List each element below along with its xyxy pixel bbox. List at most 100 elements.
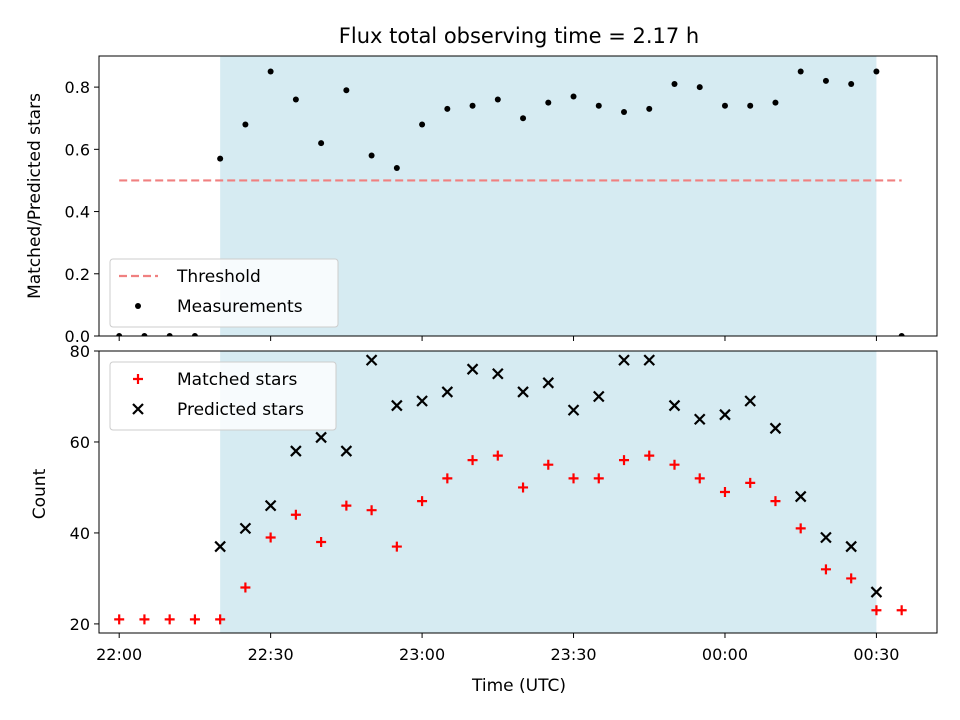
matched-star-point — [669, 459, 680, 470]
predicted-star-point — [794, 490, 807, 503]
y-tick-label: 40 — [70, 524, 90, 543]
legend-predicted-marker — [132, 403, 144, 415]
predicted-star-point — [239, 522, 252, 535]
measurement-point — [343, 87, 350, 94]
top-panel: 0.0 0.2 0.4 0.6 0.8 Threshold Measurements — [65, 55, 938, 346]
matched-star-point — [114, 614, 125, 625]
measurement-point — [141, 333, 148, 336]
measurement-point — [444, 105, 451, 112]
predicted-star-point — [567, 404, 580, 416]
predicted-star-point — [820, 531, 832, 544]
x-tick-label: 23:30 — [550, 645, 596, 664]
measurement-point — [292, 96, 299, 103]
matched-star-point — [568, 473, 579, 484]
matched-star-point — [770, 496, 781, 507]
measurement-point — [166, 333, 173, 336]
legend-box — [109, 361, 337, 431]
axes-frame — [98, 55, 938, 337]
predicted-star-point — [315, 431, 327, 444]
measurement-point — [545, 99, 552, 106]
predicted-star-point — [416, 395, 428, 407]
y-tick-label: 0.4 — [65, 203, 90, 222]
measurement-point — [822, 77, 829, 84]
matched-star-point — [215, 614, 226, 625]
legend-box — [109, 258, 339, 328]
predicted-star-point — [290, 445, 302, 457]
measurement-point — [696, 84, 703, 91]
measurement-point — [318, 140, 325, 147]
matched-star-point — [290, 509, 301, 520]
y-tick-label: 60 — [70, 433, 90, 452]
measurement-point — [242, 121, 249, 128]
matched-star-point — [644, 450, 655, 461]
predicted-star-point — [365, 354, 378, 366]
y-tick-label: 20 — [70, 615, 90, 634]
predicted-star-point — [492, 367, 504, 380]
legend: Threshold Measurements — [109, 258, 339, 328]
predicted-star-point — [517, 386, 529, 398]
measurement-point — [494, 96, 501, 103]
predicted-star-point — [769, 422, 782, 435]
predicted-star-point — [693, 413, 706, 426]
measurement-point — [419, 121, 426, 128]
predicted-star-point — [466, 363, 479, 375]
measurement-point — [797, 68, 804, 75]
legend-label: Predicted stars — [177, 400, 304, 420]
legend-label: Measurements — [177, 297, 303, 317]
matched-star-point — [820, 564, 831, 575]
matched-star-point — [391, 541, 402, 552]
predicted-star-point — [719, 408, 731, 421]
matched-star-point — [795, 523, 806, 534]
x-tick-label: 22:00 — [96, 645, 142, 664]
measurement-point — [671, 81, 678, 87]
predicted-star-point — [668, 399, 681, 412]
matched-star-point — [619, 455, 630, 466]
predicted-star-point — [391, 399, 403, 412]
x-tick-label: 23:00 — [399, 645, 445, 664]
measurement-point — [469, 102, 476, 109]
matched-star-point — [871, 605, 882, 616]
matched-star-point — [316, 537, 327, 548]
measurement-point — [646, 105, 653, 112]
matched-star-point — [417, 496, 428, 507]
measurement-point — [368, 152, 375, 159]
predicted-star-point — [870, 586, 883, 598]
matched-star-point — [593, 473, 604, 484]
chart-title: Flux total observing time = 2.17 h — [339, 24, 699, 48]
legend: Matched stars Predicted stars — [109, 361, 337, 431]
predicted-star-point — [845, 540, 857, 553]
bottom-y-axis-label: Count — [30, 468, 50, 519]
plot-area — [114, 354, 907, 625]
predicted-star-point — [744, 395, 756, 407]
predicted-star-point — [441, 386, 454, 398]
legend-measurement-marker — [135, 303, 141, 309]
matched-star-point — [341, 500, 352, 511]
plot-area — [116, 68, 905, 336]
measurement-point — [848, 81, 855, 87]
matched-star-point — [189, 614, 200, 625]
predicted-star-point — [542, 377, 555, 389]
predicted-star-point — [643, 354, 656, 366]
measurement-point — [772, 99, 779, 106]
measurement-point — [898, 333, 905, 336]
matched-star-point — [164, 614, 175, 625]
y-tick-label: 0.0 — [65, 327, 90, 346]
measurement-point — [116, 333, 123, 336]
matched-star-point — [492, 450, 503, 461]
matched-star-point — [467, 455, 478, 466]
predicted-star-point — [340, 445, 353, 457]
matched-star-point — [694, 473, 705, 484]
measurement-point — [721, 102, 728, 109]
x-tick-label: 00:30 — [853, 645, 899, 664]
measurement-point — [570, 93, 577, 100]
matched-star-point — [719, 487, 730, 497]
measurement-point — [873, 68, 880, 75]
x-axis-label: Time (UTC) — [471, 676, 566, 696]
series-predicted-stars — [214, 354, 883, 598]
bottom-panel: 20 40 60 80 22:00 22:30 23:00 23:30 00:00 00:30 Ma… — [70, 342, 938, 664]
y-tick-label: 0.2 — [65, 265, 90, 284]
matched-star-point — [139, 614, 150, 625]
measurement-point — [747, 102, 754, 109]
legend-matched-marker — [133, 374, 143, 384]
